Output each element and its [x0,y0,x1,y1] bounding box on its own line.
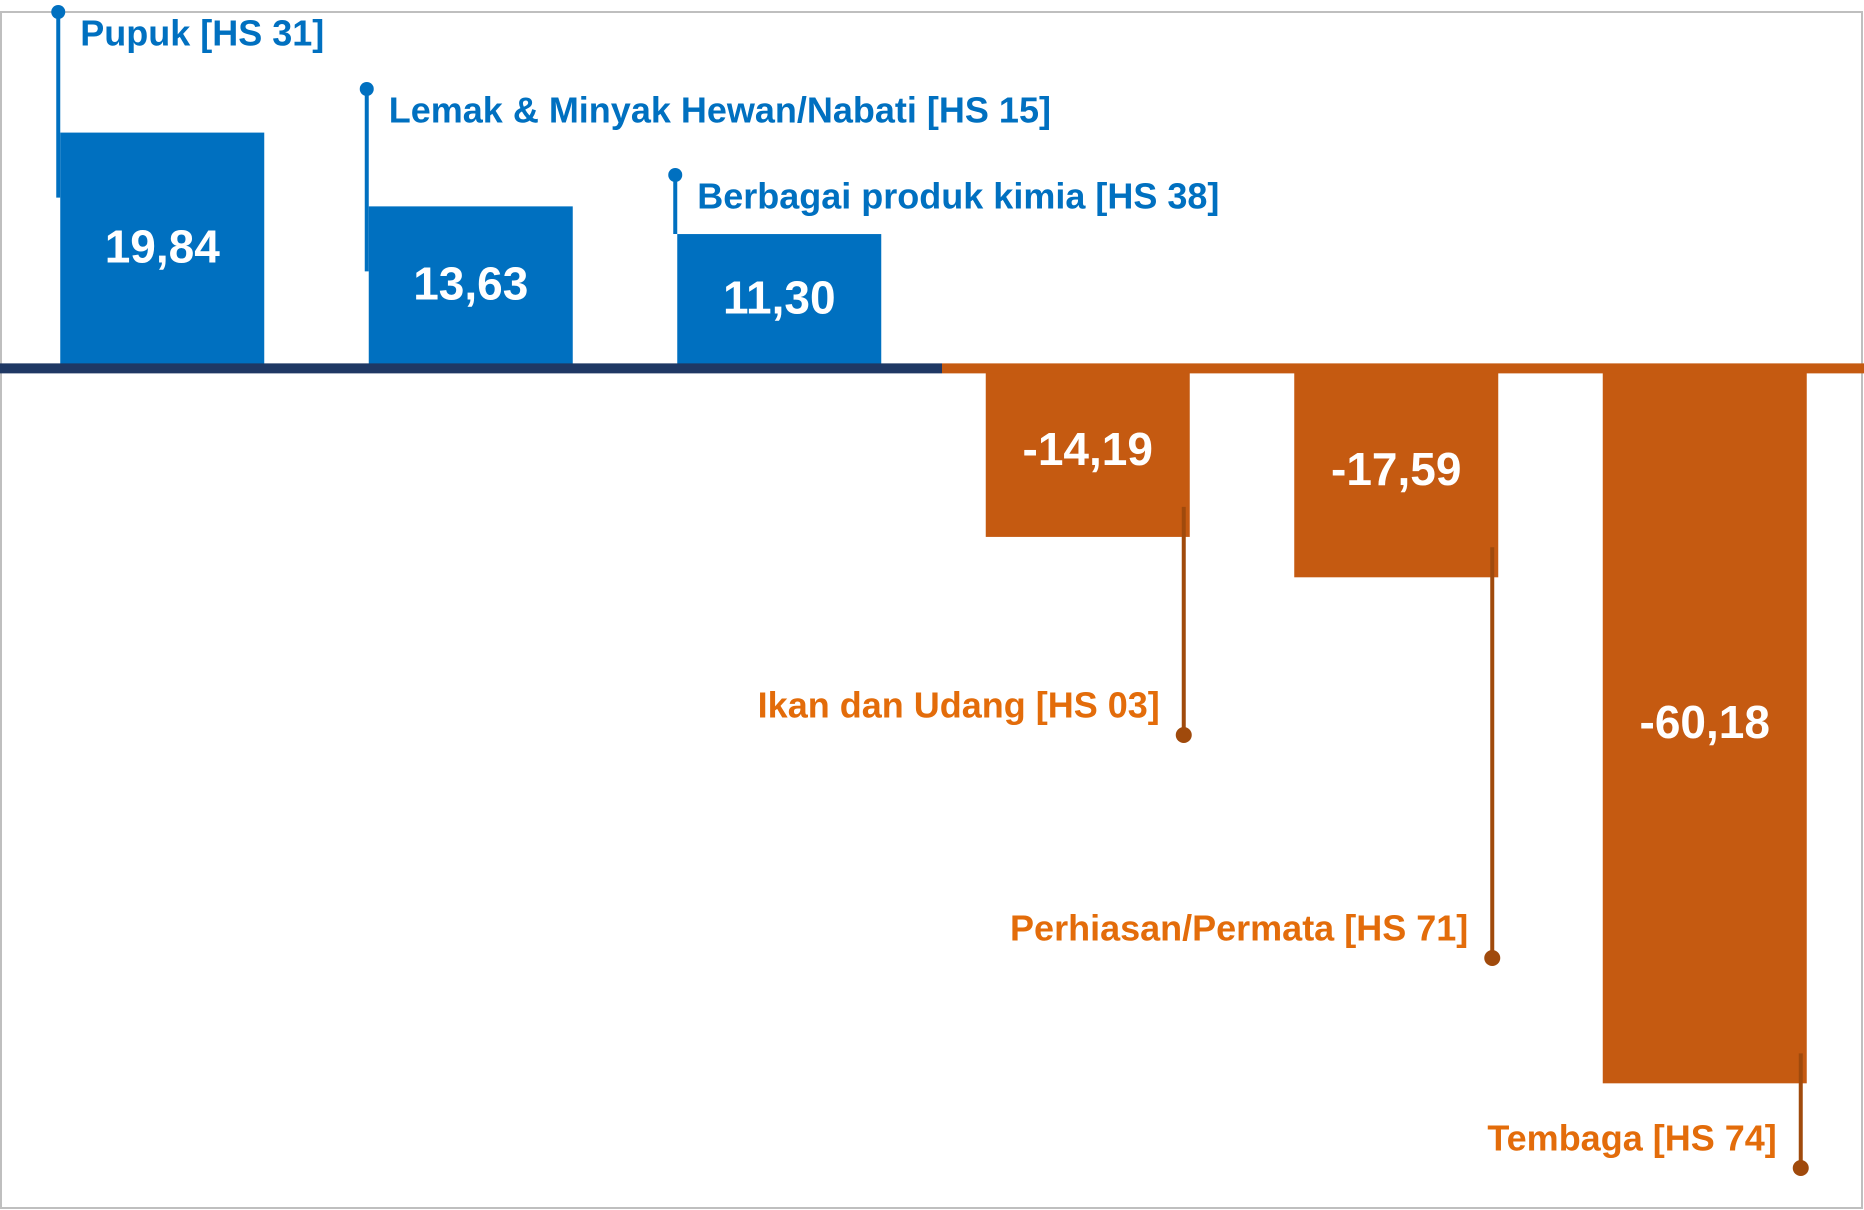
category-label: Ikan dan Udang [HS 03] [758,685,1160,726]
leader-dot [1484,950,1501,966]
leader-dot [359,82,374,96]
bar [985,368,1190,537]
category-label: Lemak & Minyak Hewan/Nabati [HS 15] [389,90,1051,131]
leader-dot [1175,727,1192,743]
leader-dot [51,5,66,19]
data-label: 19,84 [105,221,221,273]
leader-dot [1792,1160,1809,1176]
bar [1602,368,1807,1084]
category-label: Berbagai produk kimia [HS 38] [697,176,1219,217]
data-label: 11,30 [723,271,836,323]
bar [677,234,882,369]
data-label: -60,18 [1640,696,1770,748]
bar [368,206,573,369]
frame [0,11,1863,1209]
category-label: Tembaga [HS 74] [1487,1118,1776,1159]
bar [1294,368,1499,578]
bar [60,132,265,369]
category-label: Pupuk [HS 31] [80,13,324,54]
category-label: Perhiasan/Permata [HS 71] [1010,908,1468,949]
data-label: 13,63 [413,258,528,310]
leader-dot [668,168,683,182]
data-label: -14,19 [1023,423,1153,475]
data-label: -17,59 [1331,443,1461,495]
